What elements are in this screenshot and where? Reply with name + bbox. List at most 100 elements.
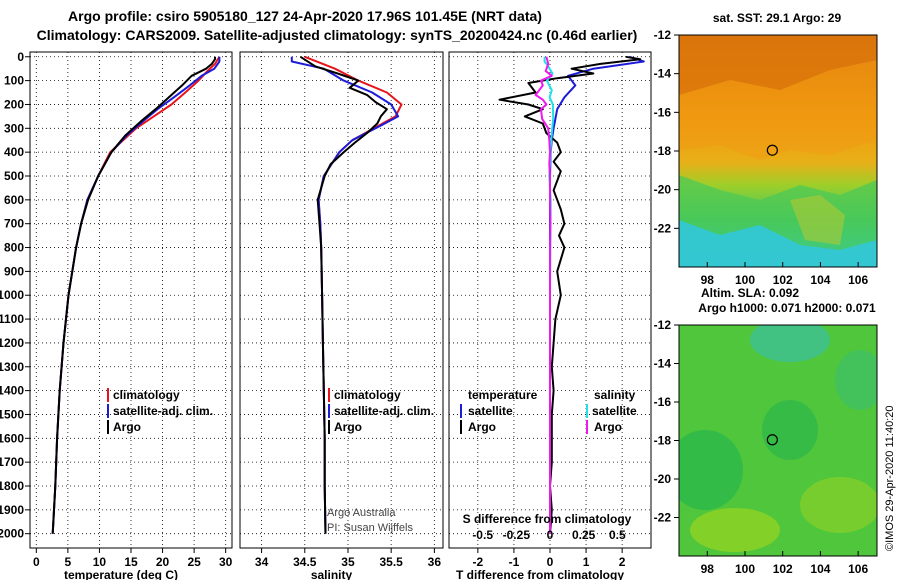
x-axis-label: temperature (deg C) bbox=[64, 568, 178, 580]
sst-patch bbox=[790, 195, 845, 245]
s-tick-label: 0.25 bbox=[572, 528, 596, 542]
map-x-tick-label: 100 bbox=[735, 562, 755, 576]
y-tick-label: 800 bbox=[4, 241, 24, 255]
s-difference-axis-label: S difference from climatology bbox=[463, 512, 632, 526]
legend-salinity-header: salinity bbox=[594, 388, 636, 402]
s-tick-label: 0.5 bbox=[609, 528, 626, 542]
y-tick-label: 900 bbox=[4, 264, 24, 278]
sla-region bbox=[690, 508, 780, 552]
legend-argo: Argo bbox=[113, 420, 141, 434]
map-x-tick-label: 98 bbox=[701, 562, 715, 576]
s-tick-label: -0.25 bbox=[503, 528, 531, 542]
float-position-marker bbox=[766, 144, 778, 156]
map-x-tick-label: 102 bbox=[773, 273, 793, 287]
sla-region bbox=[835, 350, 877, 410]
map-x-tick-label: 104 bbox=[810, 273, 830, 287]
s-difference-ticks: -0.5 -0.25 0 0.25 0.5 bbox=[472, 528, 626, 542]
x-tick-label: 25 bbox=[187, 555, 201, 569]
map-x-tick-label: 104 bbox=[810, 562, 830, 576]
map-y-tick-label: -20 bbox=[654, 183, 672, 197]
s-tick-label: 0 bbox=[547, 528, 554, 542]
y-tick-label: 200 bbox=[4, 97, 24, 111]
y-tick-label: 1600 bbox=[0, 431, 24, 445]
sla-map-axes: 98 100 102 104 106 -12 -14 -16 -18 -20 -22 bbox=[654, 318, 869, 576]
map-y-tick-label: -20 bbox=[654, 472, 672, 486]
salinity-panel: 34 34.5 35 35.5 36 salinity bbox=[239, 51, 444, 580]
sst-map-title: sat. SST: 29.1 Argo: 29 bbox=[713, 11, 842, 25]
x-tick-label: 0 bbox=[547, 555, 554, 569]
x-tick-label: 5 bbox=[65, 555, 72, 569]
sla-high-region bbox=[750, 325, 830, 362]
x-tick-label: 34 bbox=[255, 555, 269, 569]
y-tick-label: 1400 bbox=[0, 384, 24, 398]
sla-region bbox=[679, 430, 743, 510]
y-tick-label: 0 bbox=[17, 50, 24, 64]
x-tick-label: 10 bbox=[93, 555, 107, 569]
salinity-legend: climatology satellite-adj. clim. Argo Ar… bbox=[327, 388, 434, 534]
series-t-argo bbox=[498, 55, 642, 534]
s-tick-label: -0.5 bbox=[472, 528, 493, 542]
float-position-marker bbox=[766, 434, 778, 446]
x-tick-label: 34.5 bbox=[293, 555, 317, 569]
legend-satellite-adj: satellite-adj. clim. bbox=[113, 404, 213, 418]
y-tick-label: 1700 bbox=[0, 455, 24, 469]
map-y-tick-label: -22 bbox=[654, 511, 672, 525]
x-tick-label: 2 bbox=[619, 555, 626, 569]
x-tick-label: 30 bbox=[219, 555, 233, 569]
map-x-tick-label: 102 bbox=[773, 562, 793, 576]
legend-t-argo: Argo bbox=[468, 420, 496, 434]
title-line-1: Argo profile: csiro 5905180_127 24-Apr-2… bbox=[68, 8, 542, 24]
x-tick-label: -2 bbox=[473, 555, 484, 569]
map-y-tick-label: -16 bbox=[654, 105, 672, 119]
annotation-pi: PI: Susan Wijffels bbox=[327, 522, 413, 534]
temperature-legend: climatology satellite-adj. clim. Argo bbox=[107, 388, 213, 434]
legend-t-satellite: satellite bbox=[468, 404, 513, 418]
sst-cool-region bbox=[679, 220, 877, 267]
y-tick-label: 600 bbox=[4, 193, 24, 207]
difference-panel: -2 -1 0 1 2T difference from climatology bbox=[448, 51, 652, 580]
sst-map-axes: 98 100 102 104 106 -12 -14 -16 -18 -20 -22 bbox=[654, 28, 869, 287]
sla-map-title: Altim. SLA: 0.092 bbox=[701, 286, 799, 300]
map-y-tick-label: -12 bbox=[654, 318, 672, 332]
y-tick-label: 2000 bbox=[0, 527, 24, 541]
series-climatology bbox=[304, 55, 403, 534]
x-tick-label: -1 bbox=[509, 555, 520, 569]
x-tick-label: 36 bbox=[428, 555, 442, 569]
legend-temperature-header: temperature bbox=[468, 388, 538, 402]
series-argo bbox=[299, 55, 388, 534]
sla-map bbox=[678, 324, 878, 557]
plot-frame bbox=[239, 51, 444, 549]
y-tick-label: 1800 bbox=[0, 479, 24, 493]
map-y-tick-label: -14 bbox=[654, 67, 672, 81]
y-tick-label: 1100 bbox=[0, 312, 24, 326]
y-tick-label: 700 bbox=[4, 217, 24, 231]
credit-text: ©IMOS 29-Apr-2020 11:40:20 bbox=[884, 406, 896, 551]
sst-map bbox=[678, 34, 878, 268]
temperature-panel: 0 5 10 15 20 25 30 temperature (deg C) bbox=[29, 51, 233, 580]
map-y-tick-label: -14 bbox=[654, 357, 672, 371]
y-tick-label: 500 bbox=[4, 169, 24, 183]
series-s-argo bbox=[534, 56, 553, 534]
x-axis-label: salinity bbox=[311, 568, 353, 580]
annotation-argo-australia: Argo Australia bbox=[327, 507, 396, 519]
legend-climatology: climatology bbox=[334, 388, 401, 402]
map-y-tick-label: -18 bbox=[654, 434, 672, 448]
legend-argo: Argo bbox=[334, 420, 362, 434]
title-line-2: Climatology: CARS2009. Satellite-adjuste… bbox=[37, 27, 638, 43]
y-tick-label: 1500 bbox=[0, 407, 24, 421]
y-tick-label: 400 bbox=[4, 145, 24, 159]
map-x-tick-label: 106 bbox=[848, 562, 868, 576]
y-tick-label: 1200 bbox=[0, 336, 24, 350]
x-axis-label: T difference from climatology bbox=[456, 568, 624, 580]
depth-axis: 0 100 200 300 400 500 600 700 800 900 1000 1100 1200… bbox=[0, 50, 30, 541]
sla-map-subtitle: Argo h1000: 0.071 h2000: 0.071 bbox=[698, 301, 876, 315]
legend-s-argo: Argo bbox=[594, 420, 622, 434]
difference-legend: temperature salinity satellite Argo sate… bbox=[460, 388, 637, 526]
legend-s-satellite: satellite bbox=[592, 404, 637, 418]
sla-region bbox=[762, 400, 818, 460]
sst-hot-region bbox=[679, 35, 877, 95]
map-x-tick-label: 98 bbox=[701, 273, 715, 287]
map-x-tick-label: 106 bbox=[848, 273, 868, 287]
map-y-tick-label: -12 bbox=[654, 28, 672, 42]
